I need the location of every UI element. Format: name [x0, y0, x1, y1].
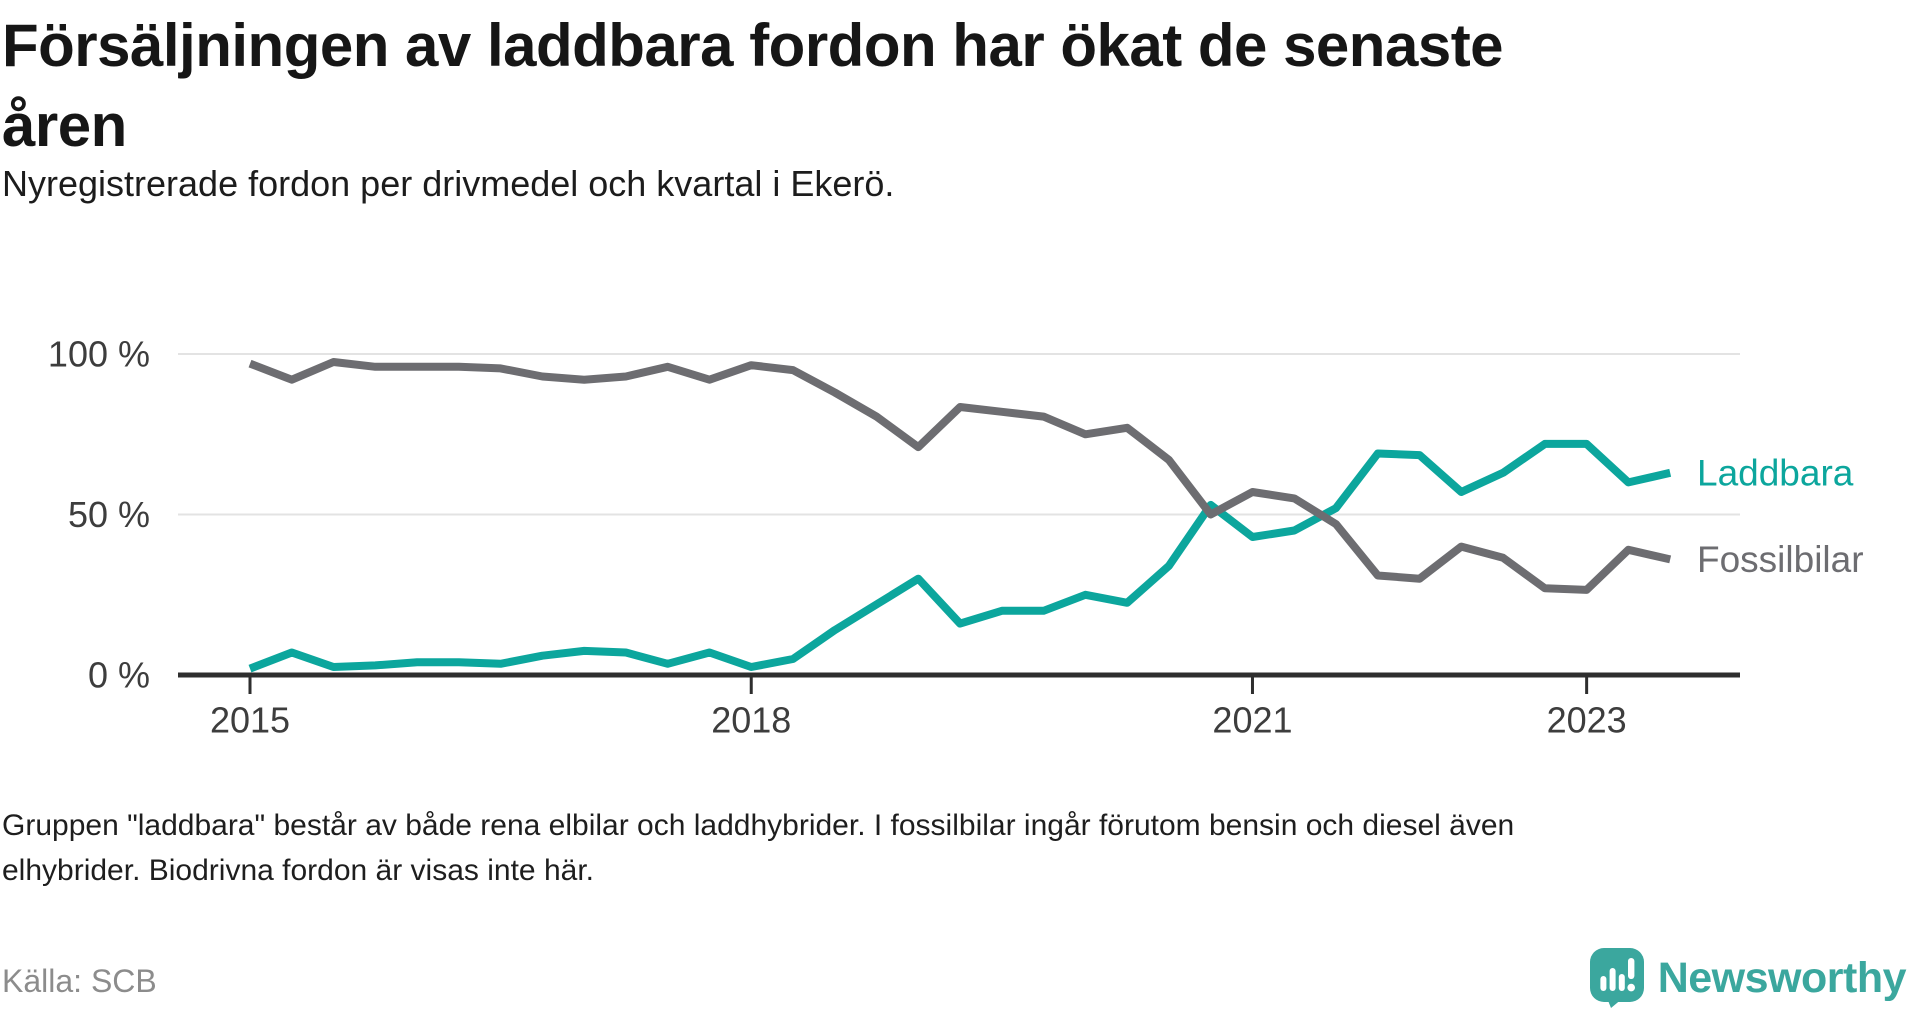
chart-title-line1: Försäljningen av laddbara fordon har öka…: [2, 12, 1504, 79]
y-tick-label-100: 100 %: [48, 334, 150, 375]
footnote-line1: Gruppen "laddbara" består av både rena e…: [2, 809, 1515, 842]
series-label-fossilbilar: Fossilbilar: [1697, 539, 1864, 580]
footnote-line2: elhybrider. Biodrivna fordon är visas in…: [2, 854, 594, 887]
series-label-laddbara: Laddbara: [1697, 452, 1854, 493]
series-line-laddbara: [248, 439, 1672, 673]
y-tick-label-0: 0 %: [88, 655, 150, 696]
chart-title-line2: åren: [2, 92, 127, 159]
x-tick-label-2023: 2023: [1547, 700, 1627, 741]
y-tick-label-50: 50 %: [68, 494, 150, 535]
source-label: Källa: SCB: [2, 963, 157, 999]
newsworthy-logo: Newsworthy: [1589, 948, 1907, 1008]
chart-subtitle: Nyregistrerade fordon per drivmedel och …: [2, 163, 895, 204]
newsworthy-logo-icon: [1589, 948, 1644, 1008]
newsworthy-logo-text: Newsworthy: [1657, 953, 1907, 1002]
x-tick-label-2021: 2021: [1212, 700, 1292, 741]
chart-footnote: Gruppen "laddbara" består av både rena e…: [2, 803, 1514, 893]
series-line-fossilbilar: [248, 358, 1672, 594]
chart-title: Försäljningen av laddbara fordon har öka…: [2, 6, 1504, 166]
x-tick-label-2015: 2015: [210, 700, 290, 741]
x-tick-label-2018: 2018: [711, 700, 791, 741]
